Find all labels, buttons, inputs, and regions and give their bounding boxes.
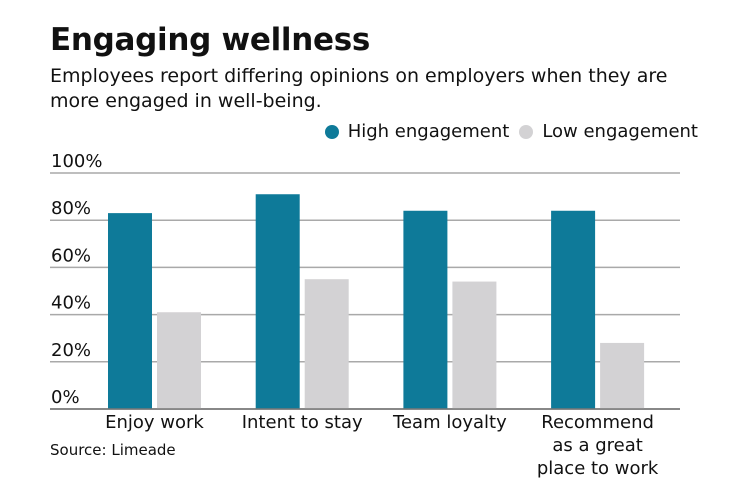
legend-item-low: Low engagement <box>519 121 698 142</box>
bar-low-engagement <box>600 342 645 409</box>
y-tick-label: 0% <box>51 387 80 408</box>
chart-title: Engaging wellness <box>50 22 371 58</box>
legend-item-high: High engagement <box>324 121 510 142</box>
source-note: Source: Limeade <box>50 441 176 459</box>
y-tick-label: 80% <box>51 198 91 219</box>
chart-subtitle: Employees report differing opinions on e… <box>50 65 668 112</box>
y-tick-label: 60% <box>51 245 91 266</box>
y-tick-label: 40% <box>51 293 91 314</box>
legend-label-high: High engagement <box>347 121 510 142</box>
legend-swatch-low <box>519 124 534 139</box>
bar-low-engagement <box>157 312 201 409</box>
x-tick-label: Team loyalty <box>392 412 507 433</box>
bar-high-engagement <box>403 210 448 409</box>
x-tick-label: Recommend as a great place to work <box>537 412 659 479</box>
bar-high-engagement <box>551 210 596 409</box>
x-tick-label: Intent to stay <box>242 412 363 433</box>
bar-high-engagement <box>255 194 300 409</box>
y-tick-label: 20% <box>51 340 91 361</box>
bar-high-engagement <box>108 213 152 409</box>
legend: High engagement Low engagement <box>315 121 698 142</box>
bar-low-engagement <box>304 279 349 409</box>
bar-low-engagement <box>452 281 497 409</box>
legend-swatch-high <box>324 124 339 139</box>
legend-label-low: Low engagement <box>542 121 698 142</box>
x-tick-label: Enjoy work <box>105 412 204 433</box>
y-tick-label: 100% <box>51 151 102 172</box>
